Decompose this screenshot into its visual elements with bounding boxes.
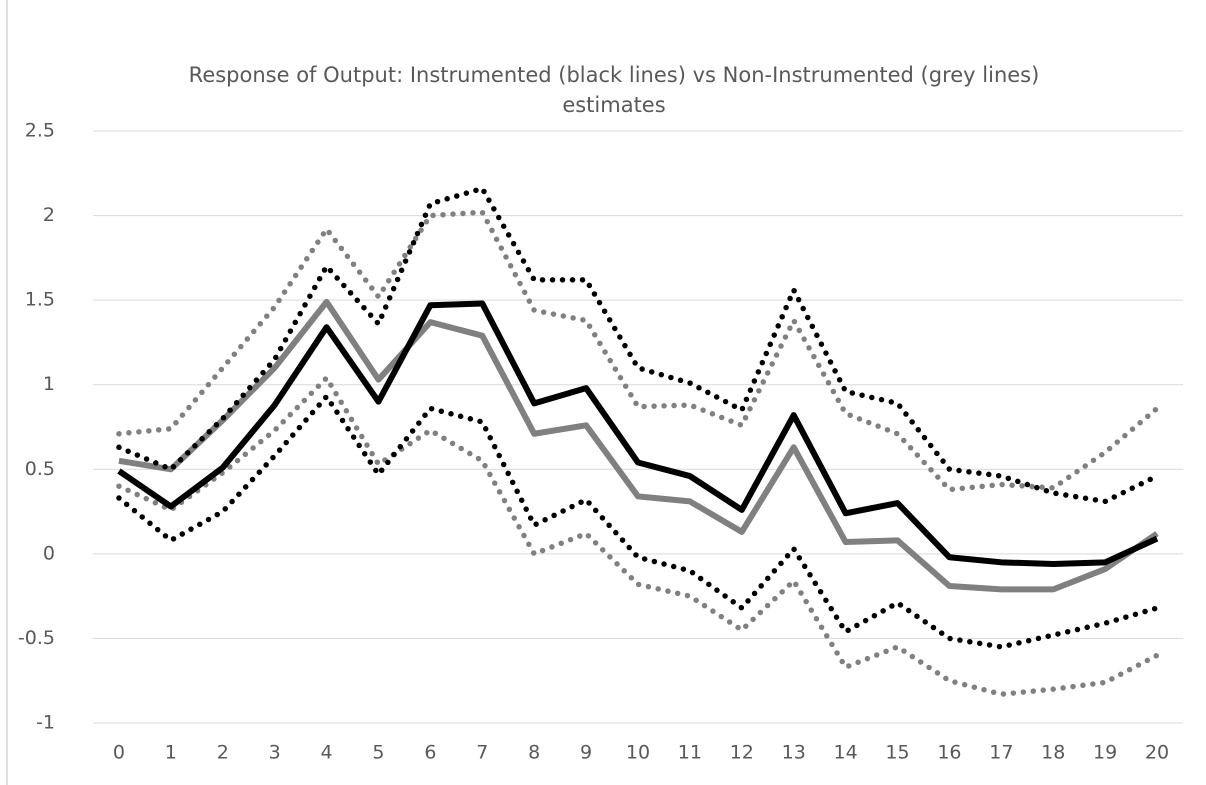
x-tick-label: 11 [678,742,702,764]
y-tick-label: 1.5 [25,289,55,311]
y-tick-label: -0.5 [18,627,55,649]
y-tick-label: 0 [43,542,55,564]
x-tick-label: 10 [626,742,650,764]
x-tick-label: 12 [730,742,754,764]
series-line [116,209,1160,493]
x-tick-label: 14 [834,742,858,764]
series-line [117,300,1159,568]
x-tick-label: 17 [989,742,1013,764]
x-tick-label: 6 [424,742,436,764]
chart-title: Response of Output: Instrumented (black … [188,63,1040,117]
x-tick-label: 16 [937,742,961,764]
y-tick-label: 2.5 [25,120,55,142]
x-tick-label: 20 [1145,742,1169,764]
x-tick-label: 9 [580,742,592,764]
x-tick-label: 5 [372,742,384,764]
series-line [118,298,1159,593]
y-tick-label: 2 [43,204,55,226]
series-line [116,185,1160,505]
y-tick-label: -1 [36,712,55,734]
x-tick-label: 2 [217,742,229,764]
x-tick-label: 18 [1041,742,1065,764]
x-tick-label: 7 [476,742,488,764]
x-tick-label: 19 [1093,742,1117,764]
x-tick-label: 0 [113,742,125,764]
x-tick-label: 4 [321,742,333,764]
series-line [116,375,1160,697]
x-tick-label: 15 [885,742,909,764]
x-tick-label: 8 [528,742,540,764]
x-tick-label: 1 [165,742,177,764]
x-tick-label: 3 [269,742,281,764]
y-tick-label: 0.5 [25,458,55,480]
y-tick-label: 1 [43,373,55,395]
series-line [116,393,1160,650]
x-tick-label: 13 [782,742,806,764]
